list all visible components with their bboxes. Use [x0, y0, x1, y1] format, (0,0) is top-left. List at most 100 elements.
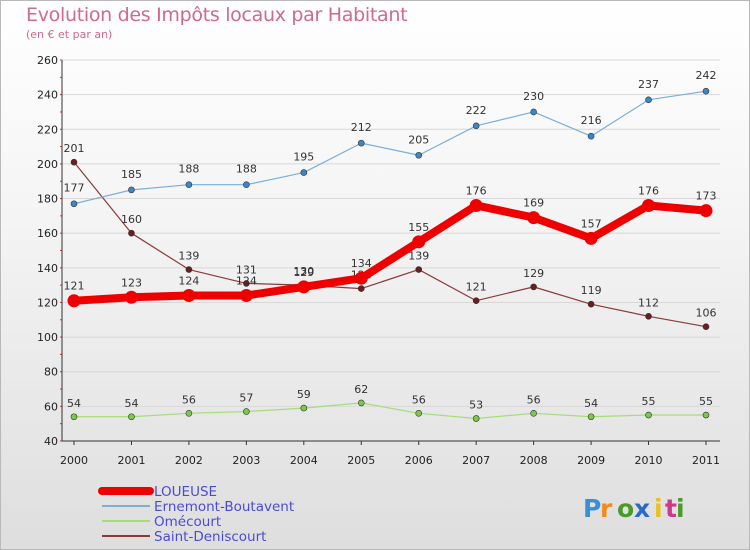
data-point [472, 297, 480, 305]
legend-label: Omécourt [154, 514, 221, 530]
data-point [354, 271, 368, 285]
legend-label: LOUEUSE [154, 484, 217, 500]
data-point [357, 139, 365, 147]
data-point [699, 204, 713, 218]
y-tick-label: 40 [44, 435, 58, 448]
series-om-court: 54 54 56 57 59 62 56 53 56 54 55 55 [67, 383, 713, 422]
data-point [587, 413, 595, 421]
y-tick-label: 180 [37, 193, 58, 206]
data-point [300, 404, 308, 412]
data-label: 106 [696, 307, 717, 320]
data-point [357, 285, 365, 292]
data-point [70, 413, 78, 421]
x-tick-label: 2009 [577, 454, 605, 467]
data-label: 56 [527, 393, 541, 406]
data-label: 54 [584, 397, 598, 410]
x-tick-label: 2001 [117, 454, 145, 467]
y-tick-label: 120 [37, 296, 58, 309]
x-tick-label: 2008 [520, 454, 548, 467]
data-label: 176 [466, 184, 487, 197]
data-point [587, 132, 595, 140]
data-point [128, 186, 135, 194]
data-point [415, 266, 423, 273]
legend: LOUEUSEErnemont-BoutaventOmécourtSaint-D… [98, 484, 294, 545]
data-label: 242 [696, 69, 717, 82]
data-point [185, 181, 193, 188]
data-point [530, 108, 537, 116]
series-saint-deniscourt: 201160139131130128139121129119112106 [64, 142, 717, 331]
logo-letter: x [634, 494, 650, 523]
data-point [239, 289, 253, 303]
series-line [73, 402, 707, 420]
data-label: 205 [408, 133, 429, 146]
data-label: 119 [581, 284, 602, 297]
series-ernemont-boutavent: 177 185 188 188 195 212 205 222 230 216 237 242 [64, 69, 717, 208]
data-label: 188 [178, 163, 199, 176]
y-tick-label: 100 [37, 331, 58, 344]
data-label: 216 [581, 114, 602, 127]
data-point [243, 408, 250, 415]
x-tick-label: 2002 [175, 454, 203, 467]
data-point [182, 289, 196, 303]
x-tick-label: 2000 [60, 454, 88, 467]
data-point [297, 280, 311, 294]
data-label: 177 [64, 182, 85, 195]
x-tick-label: 2004 [290, 454, 318, 467]
y-tick-label: 240 [37, 89, 58, 102]
data-point [357, 399, 365, 407]
data-point [415, 151, 423, 159]
legend-label: Ernemont-Boutavent [154, 499, 294, 515]
logo-letter: i [676, 494, 685, 523]
data-point [702, 87, 710, 95]
logo-letter: r [600, 494, 613, 523]
data-label: 129 [293, 266, 314, 279]
data-point [469, 198, 483, 212]
data-point [645, 313, 652, 320]
series-line [73, 161, 707, 328]
data-point [243, 181, 250, 188]
data-label: 237 [638, 78, 659, 91]
data-point [128, 413, 135, 421]
data-label: 185 [121, 168, 142, 181]
data-label: 155 [408, 221, 429, 234]
data-label: 55 [699, 395, 713, 408]
data-label: 188 [236, 163, 257, 176]
data-label: 130 [293, 265, 314, 278]
data-label: 157 [581, 217, 602, 230]
data-label: 131 [236, 263, 257, 276]
data-label: 54 [67, 397, 81, 410]
data-point [185, 266, 193, 273]
data-point [587, 300, 595, 308]
data-label: 123 [121, 276, 142, 289]
y-tick-label: 160 [37, 227, 58, 240]
data-point [300, 169, 308, 176]
data-label: 54 [124, 397, 138, 410]
chart-subtitle: (en € et par an) [26, 28, 113, 41]
data-point [243, 280, 250, 287]
data-point [527, 211, 541, 225]
data-label: 53 [469, 398, 483, 411]
data-point [67, 294, 81, 308]
y-tick-label: 80 [44, 366, 58, 379]
data-label: 139 [178, 250, 199, 263]
data-label: 201 [64, 142, 85, 155]
data-label: 139 [408, 250, 429, 263]
data-point [472, 122, 480, 130]
x-tick-label: 2010 [635, 454, 663, 467]
data-label: 62 [354, 383, 368, 396]
data-label: 121 [466, 281, 487, 294]
data-point [185, 409, 193, 417]
data-label: 160 [121, 213, 142, 226]
data-label: 222 [466, 104, 487, 117]
data-label: 134 [351, 257, 372, 270]
data-point [530, 409, 537, 417]
x-tick-label: 2006 [405, 454, 433, 467]
data-point [642, 198, 656, 212]
logo-letter: t [665, 494, 677, 523]
x-tick-label: 2007 [462, 454, 490, 467]
axes: 40 60 80 100 120 140 160 180 200 220 240 260 2000 200… [37, 54, 720, 467]
data-point [70, 158, 78, 166]
data-label: 176 [638, 184, 659, 197]
proxiti-logo: Pr o x i t i [583, 494, 685, 523]
